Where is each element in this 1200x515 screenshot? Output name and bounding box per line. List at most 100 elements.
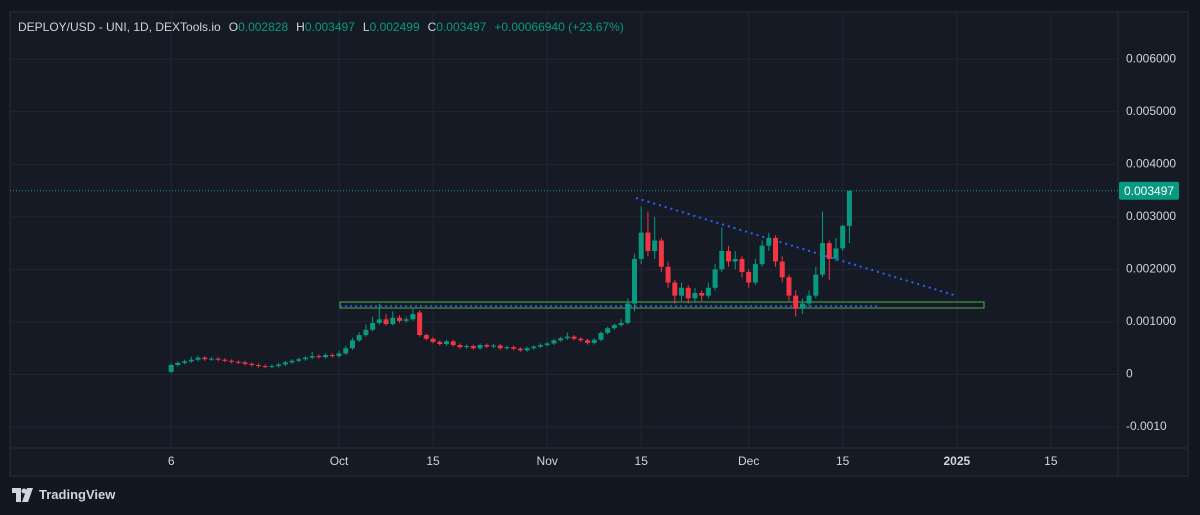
candle-body [685, 287, 691, 299]
candle-body [175, 362, 181, 366]
axes: -0.0010 0 0.001000 0.002000 0.003000 0.004000… [168, 51, 1179, 468]
candle-body [658, 240, 664, 267]
candle-body [524, 348, 530, 351]
x-tick-label: Nov [537, 454, 558, 468]
candle-body [242, 362, 248, 364]
candle-body [443, 341, 449, 344]
candle-body [262, 366, 268, 368]
candle-body [739, 258, 745, 273]
candle-body [759, 245, 765, 265]
change-value: +0.00066940 (+23.67%) [494, 20, 624, 34]
logo-icon [12, 487, 33, 502]
candle-body [773, 237, 779, 262]
candle-body [296, 359, 302, 361]
y-tick-label: 0.003000 [1126, 209, 1176, 223]
y-tick-label: 0.006000 [1126, 51, 1176, 65]
candle-body [591, 339, 597, 343]
x-tick-label: 15 [1044, 454, 1058, 468]
candle-body [786, 277, 792, 296]
candle-body [726, 251, 732, 262]
candles [10, 190, 1118, 374]
candle-body [564, 336, 570, 339]
candle-body [235, 361, 241, 363]
logo[interactable]: TradingView [12, 487, 115, 502]
candle-body [168, 365, 174, 372]
candle-body [820, 243, 826, 275]
candle-body [450, 341, 456, 346]
x-tick-label: 15 [635, 454, 649, 468]
candle-body [376, 319, 382, 323]
candle-body [712, 269, 718, 288]
chart-frame [9, 11, 1189, 477]
x-tick-label: 15 [836, 454, 850, 468]
candle-body [276, 364, 282, 367]
candle-body [282, 362, 288, 365]
candle-body [417, 312, 423, 336]
logo-text: TradingView [39, 487, 116, 502]
ohlc-label: L [362, 20, 370, 34]
candle-body [799, 303, 805, 309]
candle-body [752, 264, 758, 283]
candle-body [396, 317, 402, 321]
candle-body [403, 319, 409, 321]
candle-body [652, 240, 658, 252]
drawings [339, 197, 985, 309]
candle-body [477, 345, 483, 349]
candle-body [558, 338, 564, 341]
candle-body [699, 293, 705, 296]
candle-body [645, 232, 651, 252]
candle-body [638, 232, 644, 259]
candle-body [511, 347, 517, 349]
candle-body [390, 317, 396, 325]
grid [10, 12, 1118, 448]
candle-body [370, 322, 376, 330]
candle-body [383, 319, 389, 325]
candle-body [705, 287, 711, 296]
range-box [339, 301, 985, 309]
candle-body [363, 329, 369, 336]
candle-body [470, 346, 476, 349]
y-tick-label: 0.004000 [1126, 157, 1176, 171]
candle-body [826, 243, 832, 259]
ohlc-value: 0.003497 [436, 20, 487, 34]
y-tick-label: 0 [1126, 367, 1133, 381]
candle-body [551, 340, 557, 344]
candle-body [578, 338, 584, 341]
x-tick-label: 2025 [943, 454, 970, 468]
candle-body [457, 345, 463, 348]
candle-body [679, 287, 685, 296]
ohlc-value: 0.003497 [304, 20, 355, 34]
y-tick-label: 0.005000 [1126, 104, 1176, 118]
y-tick-label: 0.001000 [1126, 314, 1176, 328]
trend-line [635, 197, 958, 297]
ohlc-value: 0.002828 [238, 20, 289, 34]
candle-body [618, 322, 624, 326]
candle-body [222, 359, 228, 361]
candle-body [208, 358, 214, 360]
candle-body [632, 258, 638, 304]
candle-body [215, 358, 221, 360]
candle-body [692, 293, 698, 299]
candle-body [585, 340, 591, 343]
candle-body [464, 346, 470, 348]
candle-body [531, 346, 537, 349]
candle-body [423, 335, 429, 339]
candle-body [329, 355, 335, 357]
candle-body [195, 357, 201, 360]
y-tick-label: -0.0010 [1126, 419, 1167, 433]
candle-body [188, 359, 194, 362]
candle-body [537, 345, 543, 347]
candle-body [611, 325, 617, 329]
candle-body [336, 353, 342, 357]
candle-body [269, 366, 275, 368]
candle-body [793, 295, 799, 309]
y-tick-label: 0.002000 [1126, 262, 1176, 276]
x-tick-label: Dec [738, 454, 759, 468]
candle-body [255, 365, 261, 367]
x-tick-label: 6 [168, 454, 175, 468]
candle-body [289, 360, 295, 363]
candle-body [504, 347, 510, 349]
candle-body [356, 335, 362, 341]
candle-body [766, 237, 772, 246]
candle-body [229, 360, 235, 362]
